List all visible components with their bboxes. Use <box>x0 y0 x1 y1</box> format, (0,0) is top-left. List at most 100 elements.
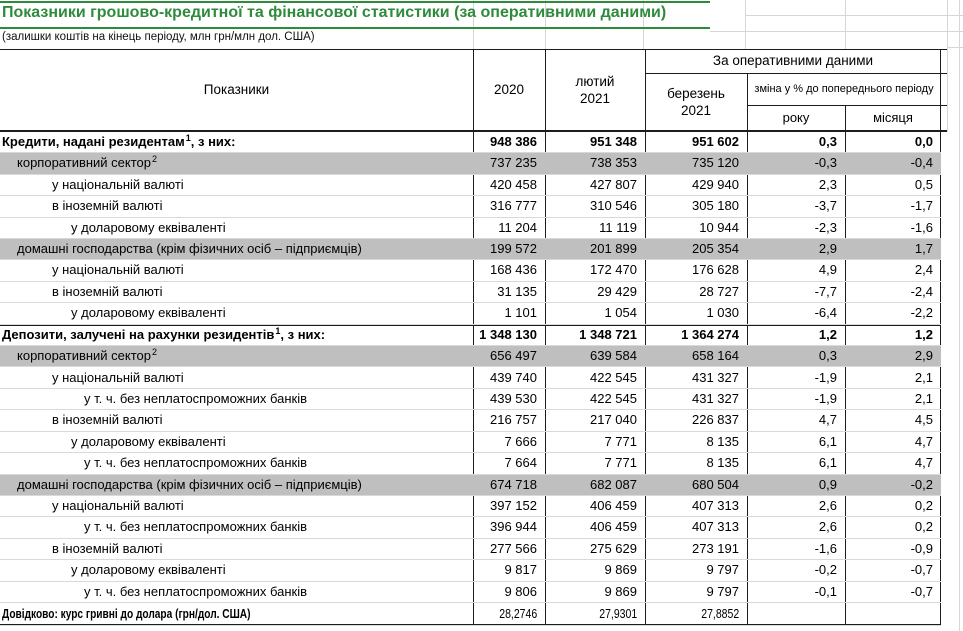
table-row: в іноземній валюті 216 757 217 040 226 837 4… <box>0 410 941 432</box>
row-label: в іноземній валюті <box>0 539 473 559</box>
value-cell: 674 718 <box>473 475 545 495</box>
gridline <box>710 31 963 32</box>
value-cell: 737 235 <box>473 153 545 173</box>
value-cell: 439 530 <box>473 389 545 409</box>
value-cell: 639 584 <box>545 346 645 366</box>
cell-value: 439 740 <box>490 369 537 385</box>
value-cell <box>747 603 845 625</box>
cell-value: -0,2 <box>814 562 837 578</box>
value-cell: 4,5 <box>845 410 941 430</box>
row-label: у національній валюті <box>0 368 473 388</box>
value-cell: 11 204 <box>473 218 545 238</box>
footnote-marker: 1 <box>275 325 281 336</box>
cell-value: 1 054 <box>604 305 637 321</box>
value-cell: -0,9 <box>845 539 941 559</box>
cell-value: 31 135 <box>497 283 537 299</box>
value-cell: 431 327 <box>645 389 747 409</box>
cell-value: 9 817 <box>504 562 537 578</box>
value-cell: 658 164 <box>645 346 747 366</box>
cell-value: 0,3 <box>818 348 837 364</box>
header-indicators: Показники <box>203 82 270 98</box>
cell-value: 9 869 <box>604 562 637 578</box>
cell-value: 737 235 <box>490 155 537 171</box>
value-cell: 951 602 <box>645 132 747 152</box>
cell-value: 4,7 <box>914 455 933 471</box>
value-cell: -2,3 <box>747 218 845 238</box>
value-cell: 9 869 <box>545 560 645 580</box>
row-label-text: домашні господарства (крім фізичних осіб… <box>17 476 362 492</box>
table-row: у т. ч. без неплатоспроможних банків 9 80… <box>0 582 941 603</box>
cell-value: 1 348 130 <box>479 326 537 342</box>
cell-value: 6,1 <box>818 455 837 471</box>
cell-value: 226 837 <box>692 412 739 428</box>
value-cell: 951 348 <box>545 132 645 152</box>
cell-value: 172 470 <box>590 262 637 278</box>
cell-value: 406 459 <box>590 497 637 513</box>
value-cell: 4,7 <box>845 453 941 473</box>
value-cell: 201 899 <box>545 239 645 259</box>
cell-value: 951 348 <box>590 134 637 149</box>
row-label-text: у національній валюті <box>52 176 184 192</box>
value-cell: 2,9 <box>845 346 941 366</box>
title-accent-line <box>0 1 710 3</box>
value-cell: 0,9 <box>747 475 845 495</box>
cell-value: 9 806 <box>504 583 537 599</box>
cell-value: 7 771 <box>604 433 637 449</box>
row-label: Кредити, надані резидентам1, з них: <box>0 132 473 152</box>
table-row: у т. ч. без неплатоспроможних банків 439 … <box>0 389 941 411</box>
row-label: у доларовому еквіваленті <box>0 560 473 580</box>
value-cell: 7 771 <box>545 453 645 473</box>
row-label-suffix: , з них: <box>190 134 236 149</box>
row-label: домашні господарства (крім фізичних осіб… <box>0 475 473 495</box>
value-cell: 396 944 <box>473 517 545 537</box>
table-row: у доларовому еквіваленті 9 817 9 869 9 797 -… <box>0 560 941 582</box>
row-label-text: у доларовому еквіваленті <box>71 219 226 235</box>
cell-value: 273 191 <box>692 540 739 556</box>
value-cell: -1,9 <box>747 389 845 409</box>
cell-value: 682 087 <box>590 476 637 492</box>
value-cell: 1 054 <box>545 303 645 323</box>
value-cell: 420 458 <box>473 175 545 195</box>
cell-value: 28,2746 <box>499 607 537 621</box>
value-cell: -1,6 <box>747 539 845 559</box>
value-cell: 2,1 <box>845 368 941 388</box>
cell-value: 422 545 <box>590 369 637 385</box>
value-cell: 8 135 <box>645 432 747 452</box>
gridline <box>845 0 846 49</box>
cell-value: 1,2 <box>818 326 837 342</box>
cell-value: 27,9301 <box>599 607 637 621</box>
cell-value: -0,4 <box>910 155 933 171</box>
value-cell: -0,2 <box>845 475 941 495</box>
value-cell: 1 030 <box>645 303 747 323</box>
cell-value: 27,8852 <box>701 607 739 621</box>
cell-value: -0,9 <box>910 540 933 556</box>
value-cell: 29 429 <box>545 282 645 302</box>
value-cell: -2,2 <box>845 303 941 323</box>
cell-value: 216 757 <box>490 412 537 428</box>
cell-value: -1,6 <box>814 540 837 556</box>
gridline <box>745 15 963 16</box>
row-label-text: корпоративний сектор <box>17 155 152 171</box>
gridline <box>473 0 474 49</box>
gridline <box>643 0 644 49</box>
row-label-text: у т. ч. без неплатоспроможних банків <box>84 455 307 471</box>
value-cell: 4,9 <box>747 260 845 280</box>
value-cell: 9 797 <box>645 582 747 602</box>
header-feb-2021: лютий 2021 <box>575 73 615 106</box>
cell-value: 4,5 <box>914 412 933 428</box>
table-row: у т. ч. без неплатоспроможних банків 396 … <box>0 517 941 539</box>
cell-value: 1,2 <box>914 326 933 342</box>
value-cell: -1,7 <box>845 196 941 216</box>
header-2020: 2020 <box>493 82 525 98</box>
value-cell: 176 628 <box>645 260 747 280</box>
value-cell: 4,7 <box>747 410 845 430</box>
cell-value: 205 354 <box>692 241 739 257</box>
row-label-text: у доларовому еквіваленті <box>71 433 226 449</box>
cell-value: 656 497 <box>490 348 537 364</box>
gridline <box>745 0 746 49</box>
cell-value: 0,0 <box>914 134 933 149</box>
cell-value: -2,2 <box>910 305 933 321</box>
value-cell: 9 869 <box>545 582 645 602</box>
table-row: у доларовому еквіваленті 1 101 1 054 1 030 -… <box>0 303 941 325</box>
